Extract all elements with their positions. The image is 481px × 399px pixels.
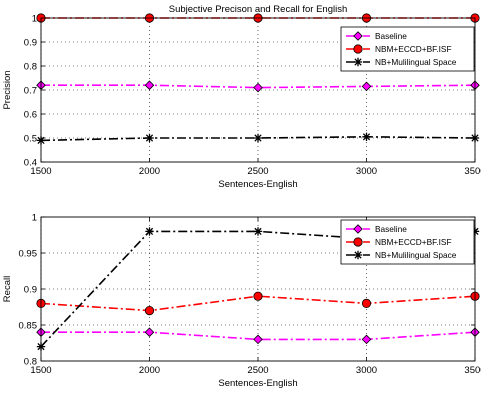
y-tick-label: 0.9 [24,38,37,49]
x-tick-label: 1500 [30,166,51,177]
x-tick-label: 2500 [247,166,268,177]
data-point [253,82,263,93]
y-tick-label: 0.7 [24,86,37,97]
x-tick-label: 2500 [247,365,268,376]
data-point [362,132,371,141]
y-tick-label: 0.6 [24,110,37,121]
data-point [145,227,154,236]
y-tick-label: 0.8 [24,62,37,73]
y-tick-label: 0.5 [24,134,37,145]
y-tick-label: 0.4 [24,158,37,169]
x-tick-label: 2000 [139,166,160,177]
y-tick-label: 0.9 [24,285,37,296]
legend: Baseline NBM+ECCD+BF.ISF NB+Mulilingual Sp… [340,219,475,265]
x-tick-label: 2000 [139,365,160,376]
y-tick-label: 0.85 [19,321,38,332]
y-axis-label: Precision [2,70,13,109]
x-tick-label: 1500 [30,365,51,376]
axes-frame [40,17,476,163]
legend-marker [353,44,363,54]
x-tick-label: 3000 [356,166,377,177]
data-point [361,334,372,345]
y-tick-label: 0.95 [19,249,38,260]
legend-label: NBM+ECCD+BF.ISF [375,44,452,54]
data-point [253,291,263,301]
legend-marker [353,250,363,260]
data-point [253,133,263,143]
data-point [144,327,155,337]
legend-label: NB+Mulilingual Space [375,250,457,260]
x-axis-label: Sentences-English [218,179,297,190]
y-tick-label: 0.8 [24,357,37,368]
y-tick-label: 1 [32,14,37,25]
x-tick-label: 3000 [356,365,377,376]
x-axis-label: Sentences-English [218,378,297,389]
data-point [361,298,372,308]
chart-title: Subjective Precison and Recall for Engli… [169,4,347,15]
series-baseline [36,327,480,345]
data-point [253,227,263,236]
legend-marker [353,57,363,67]
y-tick-label: 1 [32,213,37,224]
data-point [144,80,155,90]
data-point [145,133,154,143]
legend-marker [353,224,363,234]
legend-marker [353,237,363,247]
legend-label: Baseline [375,31,407,41]
legend-label: Baseline [375,224,407,234]
legend-label: NBM+ECCD+BF.ISF [375,237,452,247]
legend: Baseline NBM+ECCD+BF.ISF NB+Mulilingual Sp… [340,26,475,72]
data-point [253,334,263,345]
series-line [40,295,476,312]
legend-label: NB+Mulilingual Space [375,57,457,67]
y-axis-label: Recall [2,276,13,302]
legend-marker [353,31,363,41]
data-point [144,305,155,316]
axes-frame [40,216,476,362]
data-point [361,81,372,92]
